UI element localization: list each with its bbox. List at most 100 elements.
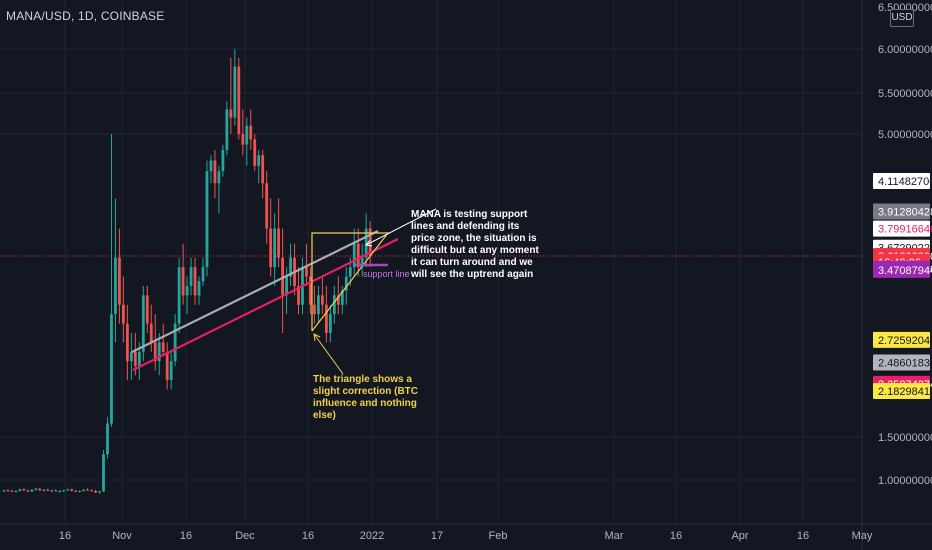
candle-body[interactable] [30, 489, 34, 492]
candle-body[interactable] [305, 267, 308, 277]
candle-body[interactable] [34, 488, 38, 490]
triangle-annotation[interactable]: The triangle shows a slight correction (… [313, 374, 419, 421]
candle-body[interactable] [6, 490, 10, 492]
candle-body[interactable] [297, 285, 300, 305]
candle-body[interactable] [22, 489, 26, 491]
candle-body[interactable] [185, 285, 189, 296]
candle-body[interactable] [133, 351, 137, 366]
candle-body[interactable] [253, 139, 257, 166]
candle-body[interactable] [205, 171, 209, 268]
candle-body[interactable] [110, 314, 113, 424]
candle-body[interactable] [66, 489, 70, 491]
candle-body[interactable] [209, 160, 213, 172]
candle-body[interactable] [217, 171, 221, 184]
candle-body[interactable] [265, 183, 269, 229]
candle-body[interactable] [229, 109, 233, 118]
candle-body[interactable] [332, 295, 336, 315]
candle-body[interactable] [277, 228, 281, 258]
candle-body[interactable] [102, 454, 105, 492]
candle-body[interactable] [106, 423, 109, 455]
candle-body[interactable] [26, 490, 30, 492]
candle-body[interactable] [193, 267, 197, 296]
candle-body[interactable] [50, 490, 54, 492]
candle-body[interactable] [321, 295, 324, 305]
price-label-box[interactable] [873, 354, 930, 371]
candle-body[interactable] [245, 125, 249, 145]
candle-body[interactable] [336, 295, 340, 305]
candle-body[interactable] [165, 351, 169, 380]
candle-body[interactable] [122, 304, 125, 324]
candle-body[interactable] [189, 267, 193, 286]
candle-body[interactable] [145, 295, 149, 324]
candle-body[interactable] [364, 228, 368, 258]
candle-body[interactable] [78, 490, 82, 492]
price-label-box[interactable] [873, 203, 930, 220]
triangle-pattern[interactable] [311, 232, 390, 332]
candle-body[interactable] [137, 351, 141, 366]
candle-body[interactable] [241, 134, 245, 145]
candle-body[interactable] [181, 267, 185, 296]
candle-body[interactable] [129, 351, 133, 362]
candle-body[interactable] [42, 489, 46, 491]
candle-body[interactable] [54, 490, 58, 492]
candle-body[interactable] [153, 342, 157, 362]
candle-body[interactable] [356, 243, 360, 268]
candle-body[interactable] [352, 243, 356, 268]
candle-body[interactable] [237, 66, 241, 134]
candle-body[interactable] [348, 267, 352, 277]
candle-body[interactable] [149, 323, 153, 343]
candle-body[interactable] [141, 295, 145, 352]
candle-body[interactable] [94, 490, 97, 493]
candle-body[interactable] [82, 489, 85, 491]
candle-body[interactable] [14, 490, 18, 492]
candle-body[interactable] [289, 257, 292, 277]
candle-body[interactable] [249, 125, 253, 140]
candle-body[interactable] [273, 228, 277, 268]
candle-body[interactable] [98, 491, 101, 493]
candle-body[interactable] [90, 490, 93, 492]
candle-body[interactable] [344, 276, 348, 291]
candle-body[interactable] [62, 490, 66, 492]
candle-body[interactable] [125, 323, 129, 362]
candle-body[interactable] [118, 257, 121, 305]
candle-body[interactable] [2, 490, 6, 492]
candle-body[interactable] [221, 149, 225, 172]
price-label-box[interactable] [873, 173, 930, 189]
candle-body[interactable] [257, 155, 261, 166]
candle-body[interactable] [173, 323, 177, 362]
candle-body[interactable] [38, 488, 42, 491]
candle-body[interactable] [70, 489, 74, 491]
candle-body[interactable] [233, 66, 237, 118]
candle-body[interactable] [309, 276, 312, 305]
candle-body[interactable] [161, 342, 165, 352]
candle-body[interactable] [74, 490, 78, 492]
candle-body[interactable] [313, 304, 316, 315]
pink-trendline[interactable] [132, 238, 399, 371]
candle-body[interactable] [340, 290, 344, 305]
price-label-box[interactable] [873, 220, 930, 237]
candle-body[interactable] [58, 490, 62, 492]
price-label-box[interactable] [873, 261, 930, 278]
analysis-annotation[interactable]: MANA is testing support lines and defend… [411, 209, 539, 280]
candle-body[interactable] [225, 109, 229, 150]
candle-body[interactable] [197, 281, 201, 296]
candle-body[interactable] [324, 304, 328, 333]
support-line-label[interactable]: support line [363, 269, 410, 279]
candle-body[interactable] [328, 314, 332, 333]
candle-body[interactable] [201, 267, 205, 282]
candle-body[interactable] [285, 276, 288, 296]
candle-body[interactable] [360, 257, 364, 268]
candle-body[interactable] [177, 267, 181, 324]
candle-body[interactable] [317, 295, 320, 315]
candle-body[interactable] [281, 257, 284, 296]
price-label-box[interactable] [873, 331, 930, 348]
candle-body[interactable] [157, 342, 161, 362]
gray-trendline[interactable] [131, 230, 379, 353]
candle-body[interactable] [86, 489, 89, 491]
currency-badge[interactable]: USD [890, 9, 914, 27]
candle-body[interactable] [169, 361, 173, 380]
candle-body[interactable] [114, 257, 117, 315]
candle-body[interactable] [10, 490, 14, 492]
candle-body[interactable] [261, 155, 265, 184]
